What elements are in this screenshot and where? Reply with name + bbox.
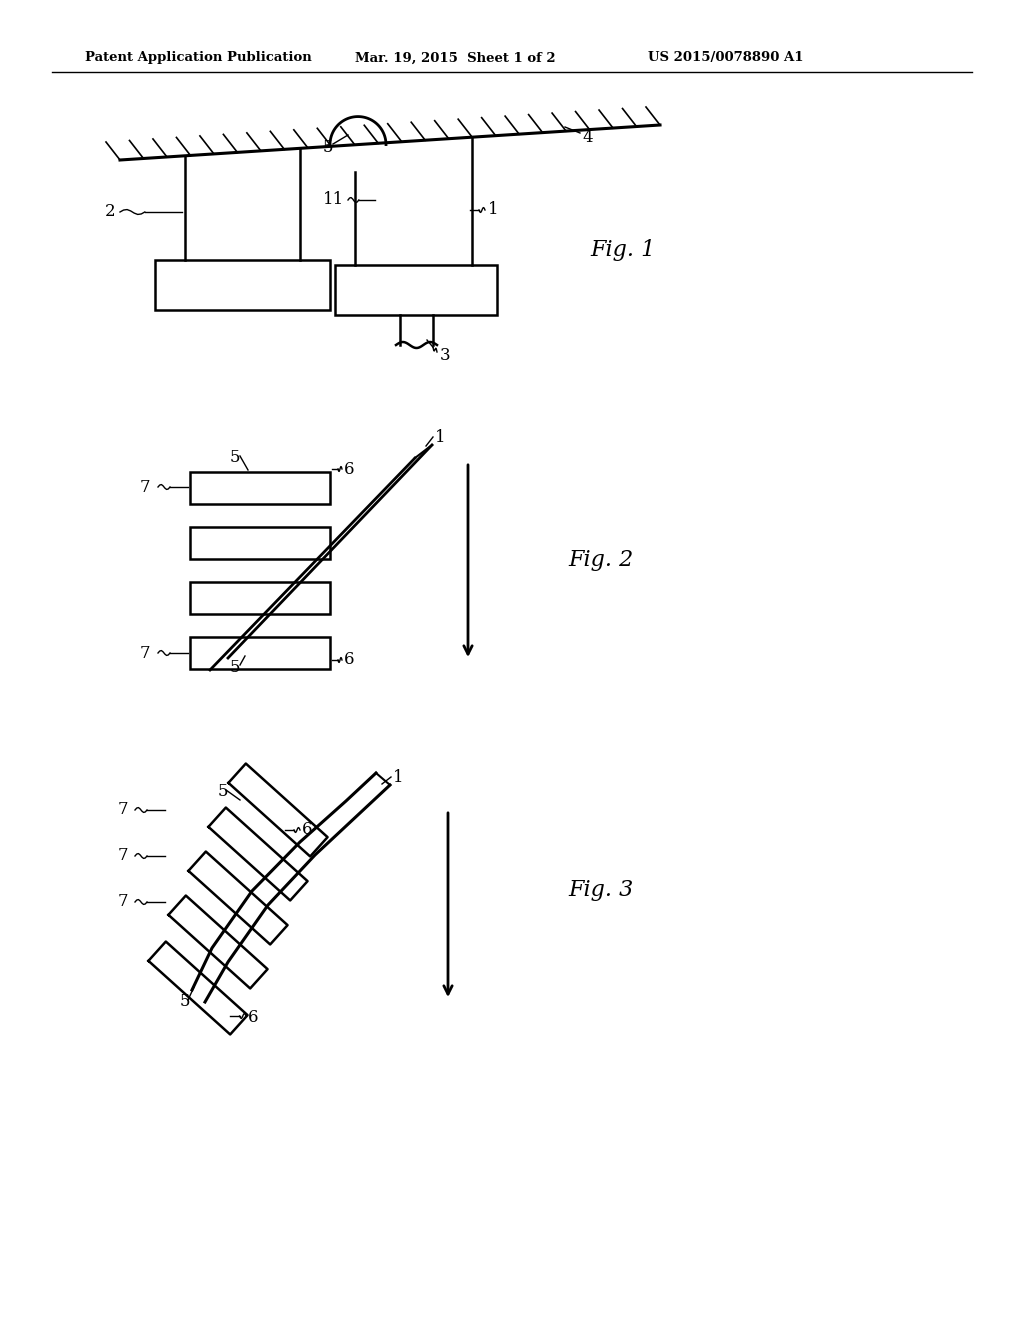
Text: 1: 1 [488,202,499,219]
Text: 6: 6 [344,461,354,478]
Text: 7: 7 [118,894,129,911]
Text: 1: 1 [393,768,403,785]
Text: 5: 5 [230,659,241,676]
Bar [190,582,330,614]
Text: 5: 5 [323,140,334,157]
Text: 5: 5 [230,450,241,466]
Text: 5: 5 [218,784,228,800]
Text: 7: 7 [140,479,151,495]
Text: Fig. 1: Fig. 1 [590,239,655,261]
Text: 6: 6 [248,1010,258,1027]
Text: Mar. 19, 2015  Sheet 1 of 2: Mar. 19, 2015 Sheet 1 of 2 [355,51,556,65]
Text: 4: 4 [582,128,593,145]
Text: Fig. 3: Fig. 3 [568,879,633,902]
Bar [190,638,330,669]
Text: US 2015/0078890 A1: US 2015/0078890 A1 [648,51,804,65]
Text: 7: 7 [140,644,151,661]
Bar [190,527,330,558]
Text: 6: 6 [344,652,354,668]
Text: 2: 2 [105,203,116,220]
Text: 6: 6 [302,821,312,838]
Text: Patent Application Publication: Patent Application Publication [85,51,311,65]
Bar [190,473,330,504]
Text: 1: 1 [435,429,445,446]
Text: 11: 11 [323,191,344,209]
Bar [155,260,330,310]
Text: 7: 7 [118,847,129,865]
Text: 3: 3 [440,346,451,363]
Text: 5: 5 [180,994,190,1011]
Bar [335,265,497,315]
Text: 7: 7 [118,801,129,818]
Text: Fig. 2: Fig. 2 [568,549,633,572]
